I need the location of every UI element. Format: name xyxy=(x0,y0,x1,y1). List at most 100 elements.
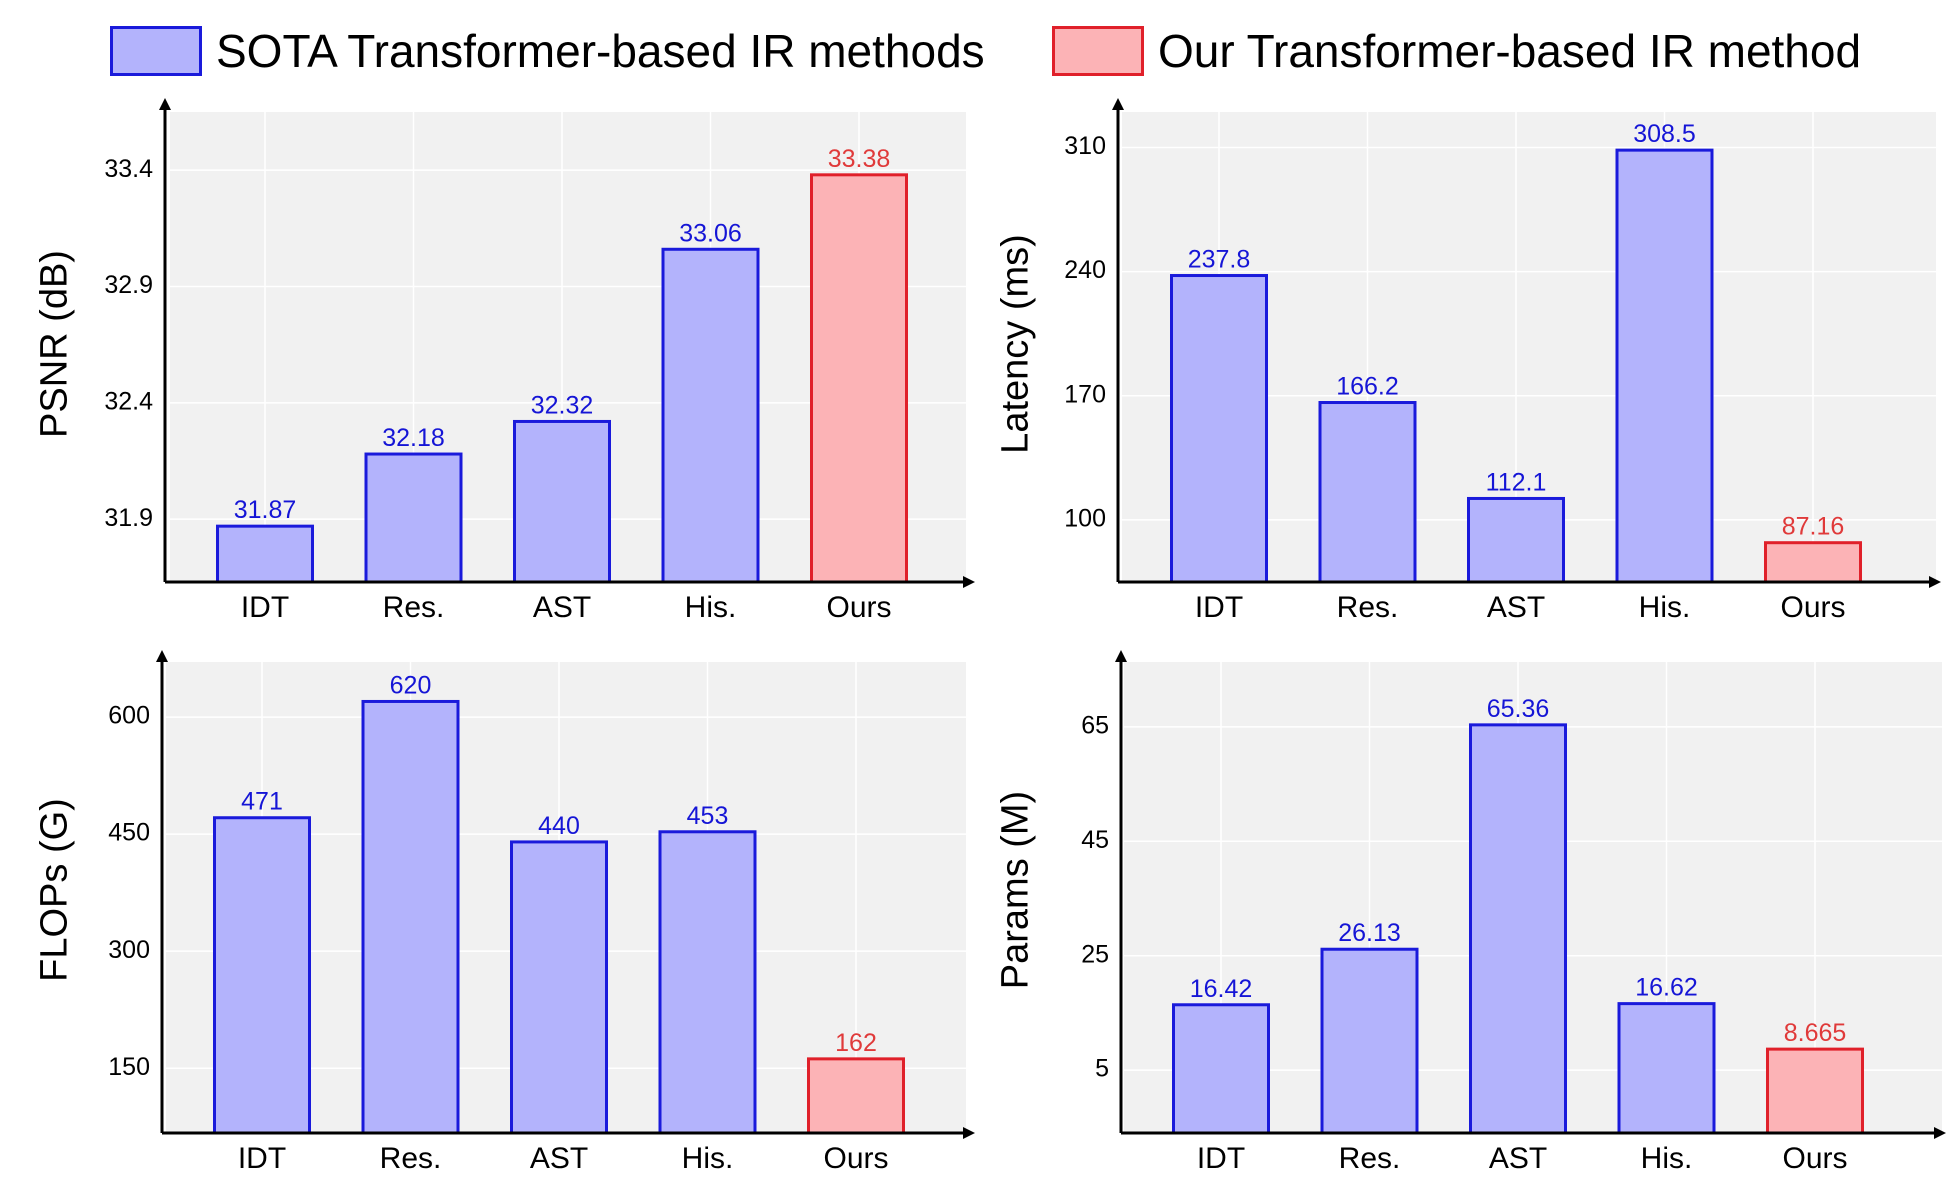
flops-x-tick-label-3: His. xyxy=(682,1142,734,1175)
params-y-tick-label: 5 xyxy=(1095,1055,1109,1083)
flops-x-axis-arrow xyxy=(963,1127,975,1139)
params-value-label-1: 26.13 xyxy=(1338,919,1401,947)
psnr-bar-4 xyxy=(810,173,908,584)
legend-item-ours: Our Transformer-based IR method xyxy=(1052,24,1861,78)
flops-x-tick-label-4: Ours xyxy=(823,1142,888,1175)
flops-y-axis-arrow xyxy=(156,650,168,662)
psnr-x-tick-label-2: AST xyxy=(533,591,591,624)
psnr-bar-1 xyxy=(364,452,463,584)
latency-y-tick-label: 100 xyxy=(1064,505,1106,533)
latency-value-label-2: 112.1 xyxy=(1486,468,1547,496)
params-x-tick-label-2: AST xyxy=(1489,1142,1547,1175)
legend-swatch-ours xyxy=(1052,26,1144,76)
latency-x-tick-label-4: Ours xyxy=(1780,591,1845,624)
latency-y-tick-label: 240 xyxy=(1064,256,1106,284)
psnr-x-tick-label-0: IDT xyxy=(241,591,289,624)
latency-bar-2 xyxy=(1467,496,1565,584)
psnr-value-label-4: 33.38 xyxy=(828,145,891,173)
latency-x-tick-label-3: His. xyxy=(1639,591,1691,624)
latency-x-tick-label-0: IDT xyxy=(1195,591,1243,624)
flops-x-tick-label-0: IDT xyxy=(238,1142,286,1175)
flops-y-tick-label: 450 xyxy=(108,819,150,847)
psnr-y-axis-label: PSNR (dB) xyxy=(33,250,76,438)
latency-y-tick-label: 170 xyxy=(1064,380,1106,408)
psnr-value-label-2: 32.32 xyxy=(531,391,594,419)
psnr-y-axis-arrow xyxy=(159,98,171,110)
params-x-tick-label-0: IDT xyxy=(1197,1142,1245,1175)
latency-chart: Latency (ms) 100 170 240 310 237.8 IDT 166.2 Re… xyxy=(976,98,1952,640)
params-plot: 5 25 45 65 16.42 IDT 26.13 Res. 65.36 AST 16.62 His… xyxy=(1081,650,1946,1175)
latency-y-axis-arrow xyxy=(1112,98,1124,110)
flops-bar-0 xyxy=(213,816,311,1135)
psnr-bar-3 xyxy=(661,247,760,584)
params-y-tick-label: 25 xyxy=(1081,940,1109,968)
latency-bar-1 xyxy=(1318,401,1417,584)
flops-x-tick-label-2: AST xyxy=(530,1142,588,1175)
psnr-value-label-0: 31.87 xyxy=(234,496,297,524)
latency-bar-4 xyxy=(1764,541,1862,584)
latency-y-tick-label: 310 xyxy=(1064,132,1106,160)
params-x-tick-label-4: Ours xyxy=(1782,1142,1847,1175)
latency-x-tick-label-2: AST xyxy=(1487,591,1545,624)
params-x-tick-label-1: Res. xyxy=(1339,1142,1401,1175)
legend-swatch-sota xyxy=(110,26,202,76)
flops-y-tick-label: 300 xyxy=(108,936,150,964)
params-value-label-0: 16.42 xyxy=(1190,975,1253,1003)
psnr-y-tick-label: 31.9 xyxy=(104,504,153,532)
flops-value-label-4: 162 xyxy=(835,1029,877,1057)
latency-value-label-1: 166.2 xyxy=(1336,373,1399,401)
flops-bar-1 xyxy=(361,699,460,1135)
flops-y-axis-label: FLOPs (G) xyxy=(33,798,76,982)
flops-bar-4 xyxy=(807,1057,905,1135)
params-chart: Params (M) 5 25 45 65 16.42 IDT 26.13 Res. 65.36… xyxy=(976,640,1952,1180)
params-y-tick-label: 65 xyxy=(1081,712,1109,740)
latency-x-axis-arrow xyxy=(1929,576,1941,588)
flops-y-tick-label: 600 xyxy=(108,702,150,730)
psnr-y-tick-label: 32.9 xyxy=(104,271,153,299)
params-bar-3 xyxy=(1617,1002,1716,1135)
params-value-label-4: 8.665 xyxy=(1784,1019,1847,1047)
psnr-plot: 31.9 32.4 32.9 33.4 31.87 IDT 32.18 Res. 32.32 AS… xyxy=(104,98,975,624)
flops-value-label-0: 471 xyxy=(241,788,283,816)
latency-x-tick-label-1: Res. xyxy=(1337,591,1399,624)
latency-bar-0 xyxy=(1170,274,1268,584)
params-y-axis-label: Params (M) xyxy=(994,790,1037,990)
psnr-y-tick-label: 32.4 xyxy=(104,387,153,415)
legend-label-ours: Our Transformer-based IR method xyxy=(1158,25,1862,77)
psnr-x-tick-label-3: His. xyxy=(685,591,737,624)
params-value-label-3: 16.62 xyxy=(1635,974,1698,1002)
psnr-x-axis-arrow xyxy=(963,576,975,588)
legend-label-sota: SOTA Transformer-based IR methods xyxy=(216,25,985,77)
flops-chart: FLOPs (G) 150 300 450 600 471 IDT 620 Res. 440 AS… xyxy=(0,640,976,1180)
flops-bar-2 xyxy=(510,840,608,1135)
legend-item-sota: SOTA Transformer-based IR methods xyxy=(110,24,985,78)
psnr-x-tick-label-4: Ours xyxy=(826,591,891,624)
flops-plot: 150 300 450 600 471 IDT 620 Res. 440 AST 453 His. 16… xyxy=(108,650,975,1175)
params-value-label-2: 65.36 xyxy=(1487,695,1550,723)
latency-plot: 100 170 240 310 237.8 IDT 166.2 Res. 112.1 AST 308… xyxy=(1064,98,1941,624)
flops-value-label-1: 620 xyxy=(390,671,432,699)
flops-x-tick-label-1: Res. xyxy=(380,1142,442,1175)
params-x-axis-arrow xyxy=(1934,1127,1946,1139)
psnr-chart: PSNR (dB) 31.9 32.4 32.9 33.4 31.87 IDT 32.18 R… xyxy=(0,98,976,640)
psnr-x-tick-label-1: Res. xyxy=(383,591,445,624)
flops-value-label-2: 440 xyxy=(538,812,580,840)
legend: SOTA Transformer-based IR methods Our Tr… xyxy=(0,0,1952,100)
params-x-tick-label-3: His. xyxy=(1641,1142,1693,1175)
latency-value-label-0: 237.8 xyxy=(1188,246,1251,274)
params-bar-2 xyxy=(1469,723,1567,1135)
psnr-y-tick-label: 33.4 xyxy=(104,155,153,183)
latency-value-label-3: 308.5 xyxy=(1633,120,1696,148)
latency-bar-3 xyxy=(1615,148,1714,584)
psnr-value-label-3: 33.06 xyxy=(679,219,742,247)
params-y-axis-arrow xyxy=(1115,650,1127,662)
latency-y-axis-label: Latency (ms) xyxy=(994,234,1037,454)
psnr-bar-0 xyxy=(216,524,314,584)
params-bar-0 xyxy=(1172,1003,1270,1135)
flops-value-label-3: 453 xyxy=(687,802,729,830)
psnr-bar-2 xyxy=(513,419,611,584)
psnr-value-label-1: 32.18 xyxy=(382,424,445,452)
flops-y-tick-label: 150 xyxy=(108,1053,150,1081)
params-bar-4 xyxy=(1766,1047,1864,1135)
params-y-tick-label: 45 xyxy=(1081,826,1109,854)
